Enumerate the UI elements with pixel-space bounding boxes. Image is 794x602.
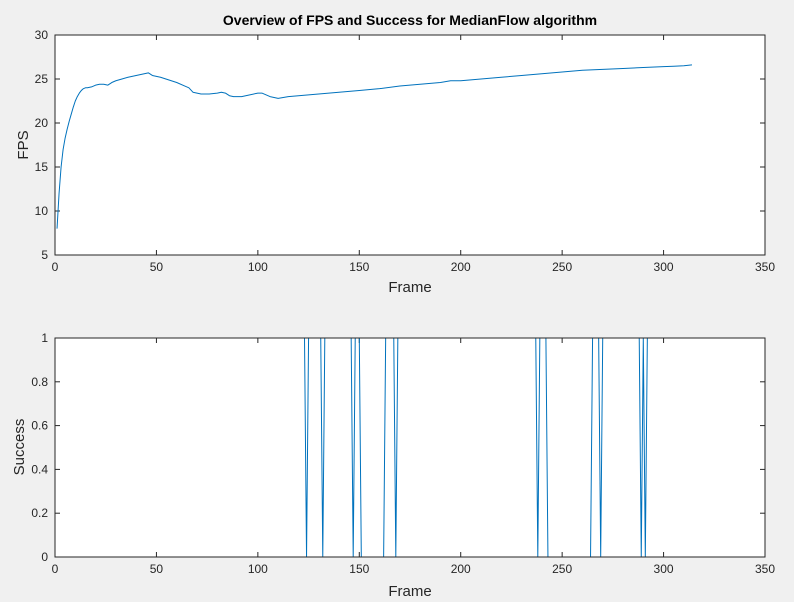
success-axes-frame bbox=[54, 337, 766, 558]
fps-y-axis-label: FPS bbox=[15, 130, 32, 159]
fps-x-tick-label: 250 bbox=[552, 260, 572, 274]
success-y-axis-label: Success bbox=[11, 419, 28, 476]
success-y-tick-label: 0.8 bbox=[31, 375, 48, 389]
fps-x-tick-label: 200 bbox=[451, 260, 471, 274]
fps-y-tick-label: 5 bbox=[41, 248, 48, 262]
fps-y-tick-label: 30 bbox=[35, 28, 49, 42]
success-y-tick-label: 0.6 bbox=[31, 419, 48, 433]
success-x-tick-label: 300 bbox=[654, 562, 674, 576]
success-y-tick-label: 0.4 bbox=[31, 462, 48, 476]
success-x-tick-label: 100 bbox=[248, 562, 268, 576]
success-x-tick-label: 250 bbox=[552, 562, 572, 576]
fps-series-group bbox=[56, 64, 693, 229]
fps-series-line bbox=[56, 64, 693, 229]
fps-y-tick-label: 25 bbox=[35, 72, 49, 86]
success-x-tick-label: 50 bbox=[150, 562, 164, 576]
fps-x-tick-label: 150 bbox=[349, 260, 369, 274]
fps-y-tick-label: 10 bbox=[35, 204, 49, 218]
success-axes-background bbox=[55, 338, 765, 557]
fps-x-tick-label: 100 bbox=[248, 260, 268, 274]
success-subplot: Frame Success 0 50 100 150 200 250 300 35000.20… bbox=[11, 331, 775, 600]
success-x-tick-label: 350 bbox=[755, 562, 775, 576]
success-x-tick-label: 0 bbox=[52, 562, 59, 576]
fps-axes-background bbox=[55, 35, 765, 255]
chart-title: Overview of FPS and Success for MedianFl… bbox=[223, 12, 597, 28]
fps-axes-frame bbox=[54, 34, 766, 256]
fps-x-tick-label: 50 bbox=[150, 260, 164, 274]
fps-y-tick-label: 15 bbox=[35, 160, 49, 174]
success-tick-group: 0 50 100 150 200 250 300 350 0 0.2 0.4 0.6 0.8 1 bbox=[31, 331, 775, 576]
fps-x-axis-label: Frame bbox=[388, 279, 431, 296]
success-y-tick-label: 0 bbox=[41, 550, 48, 564]
fps-tick-group: 0 50 100 150 200 250 300 350 5 10 15 20 25 30 bbox=[35, 28, 776, 274]
fps-subplot: Overview of FPS and Success for MedianFl… bbox=[15, 12, 775, 296]
success-x-tick-label: 150 bbox=[349, 562, 369, 576]
fps-x-tick-label: 0 bbox=[52, 260, 59, 274]
success-y-tick-label: 1 bbox=[41, 331, 48, 345]
fps-x-tick-label: 300 bbox=[654, 260, 674, 274]
success-x-tick-label: 200 bbox=[451, 562, 471, 576]
success-x-axis-label: Frame bbox=[388, 583, 431, 600]
fps-x-tick-label: 350 bbox=[755, 260, 775, 274]
fps-y-tick-label: 20 bbox=[35, 116, 49, 130]
success-y-tick-label: 0.2 bbox=[31, 506, 48, 520]
